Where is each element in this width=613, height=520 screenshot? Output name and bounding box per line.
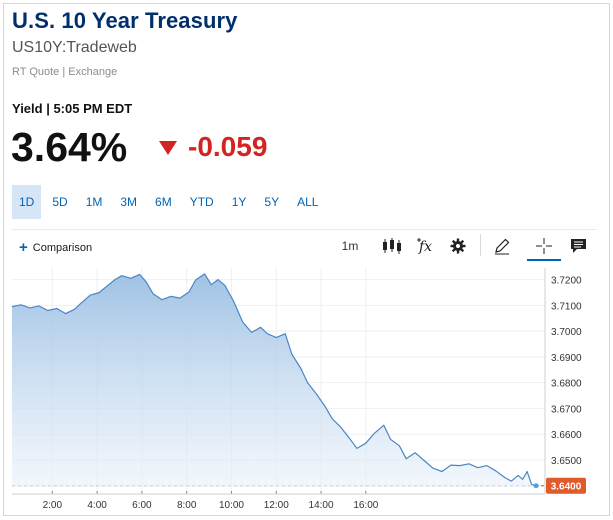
range-tab-all[interactable]: ALL <box>297 195 319 209</box>
range-tab-1m[interactable]: 1M <box>85 195 103 209</box>
range-tab-1y[interactable]: 1Y <box>231 195 247 209</box>
chart-area <box>11 273 537 487</box>
range-tab-1d[interactable]: 1D <box>12 185 42 219</box>
quote-type-label: RT Quote | Exchange <box>12 66 118 78</box>
range-tab-5y[interactable]: 5Y <box>264 195 280 209</box>
y-tick-label: 3.6700 <box>551 404 582 415</box>
x-tick-label: 12:00 <box>264 500 289 511</box>
candlestick-icon[interactable] <box>380 236 404 256</box>
range-tab-3m[interactable]: 3M <box>120 195 138 209</box>
comparison-button[interactable]: + Comparison <box>19 240 92 255</box>
toolbar-divider <box>12 229 597 230</box>
symbol-label: US10Y:Tradeweb <box>12 39 137 56</box>
series-area-fill <box>12 273 536 487</box>
y-tick-label: 3.6600 <box>551 430 582 441</box>
yield-timestamp: Yield | 5:05 PM EDT <box>12 101 133 116</box>
y-tick-label: 3.7000 <box>551 327 582 338</box>
comment-icon[interactable] <box>567 236 589 256</box>
active-tool-indicator <box>527 259 561 261</box>
range-tabs: 1D 5D 1M 3M 6M YTD 1Y 5Y ALL <box>12 185 329 219</box>
range-tab-6m[interactable]: 6M <box>155 195 172 209</box>
last-value-label: 3.6400 <box>551 482 582 493</box>
last-point-dot <box>533 483 539 489</box>
comparison-label: Comparison <box>32 241 93 254</box>
toolbar-separator <box>480 234 481 256</box>
settings-icon[interactable] <box>447 236 469 256</box>
y-tick-label: 3.7100 <box>551 301 582 312</box>
y-tick-label: 3.6900 <box>551 353 582 364</box>
plus-icon: + <box>19 239 28 256</box>
x-tick-label: 14:00 <box>309 500 334 511</box>
x-tick-label: 8:00 <box>177 500 197 511</box>
quote-card <box>3 3 610 516</box>
y-tick-label: 3.6500 <box>551 456 582 467</box>
x-axis: 2:00 4:00 6:00 8:00 10:00 12:00 14:00 16:00 <box>12 491 545 511</box>
last-value-marker: 3.6400 <box>12 477 586 494</box>
x-tick-label: 6:00 <box>132 500 152 511</box>
page-title: U.S. 10 Year Treasury <box>12 8 238 33</box>
indicators-fx-icon[interactable]: fx <box>413 236 437 256</box>
crosshair-icon[interactable] <box>532 236 556 256</box>
x-tick-label: 4:00 <box>87 500 107 511</box>
last-price: 3.64% <box>11 124 128 170</box>
y-tick-label: 3.7200 <box>551 276 582 287</box>
yield-chart[interactable]: 3.7200 3.7100 3.7000 3.6900 3.6800 3.6700 3.66… <box>0 262 613 520</box>
range-tab-5d[interactable]: 5D <box>52 195 68 209</box>
y-tick-label: 3.6800 <box>551 379 582 390</box>
interval-button[interactable]: 1m <box>341 239 359 253</box>
svg-text:fx: fx <box>418 239 432 255</box>
y-axis: 3.7200 3.7100 3.7000 3.6900 3.6800 3.6700 3.66… <box>544 268 582 494</box>
x-tick-label: 2:00 <box>43 500 63 511</box>
series-line <box>11 273 537 487</box>
draw-pencil-icon[interactable] <box>490 236 514 256</box>
range-tab-ytd[interactable]: YTD <box>189 195 214 209</box>
x-tick-label: 10:00 <box>219 500 244 511</box>
last-value-badge <box>546 477 586 494</box>
price-change: -0.059 <box>188 131 268 162</box>
down-arrow-icon <box>159 141 177 155</box>
x-tick-label: 16:00 <box>353 500 378 511</box>
